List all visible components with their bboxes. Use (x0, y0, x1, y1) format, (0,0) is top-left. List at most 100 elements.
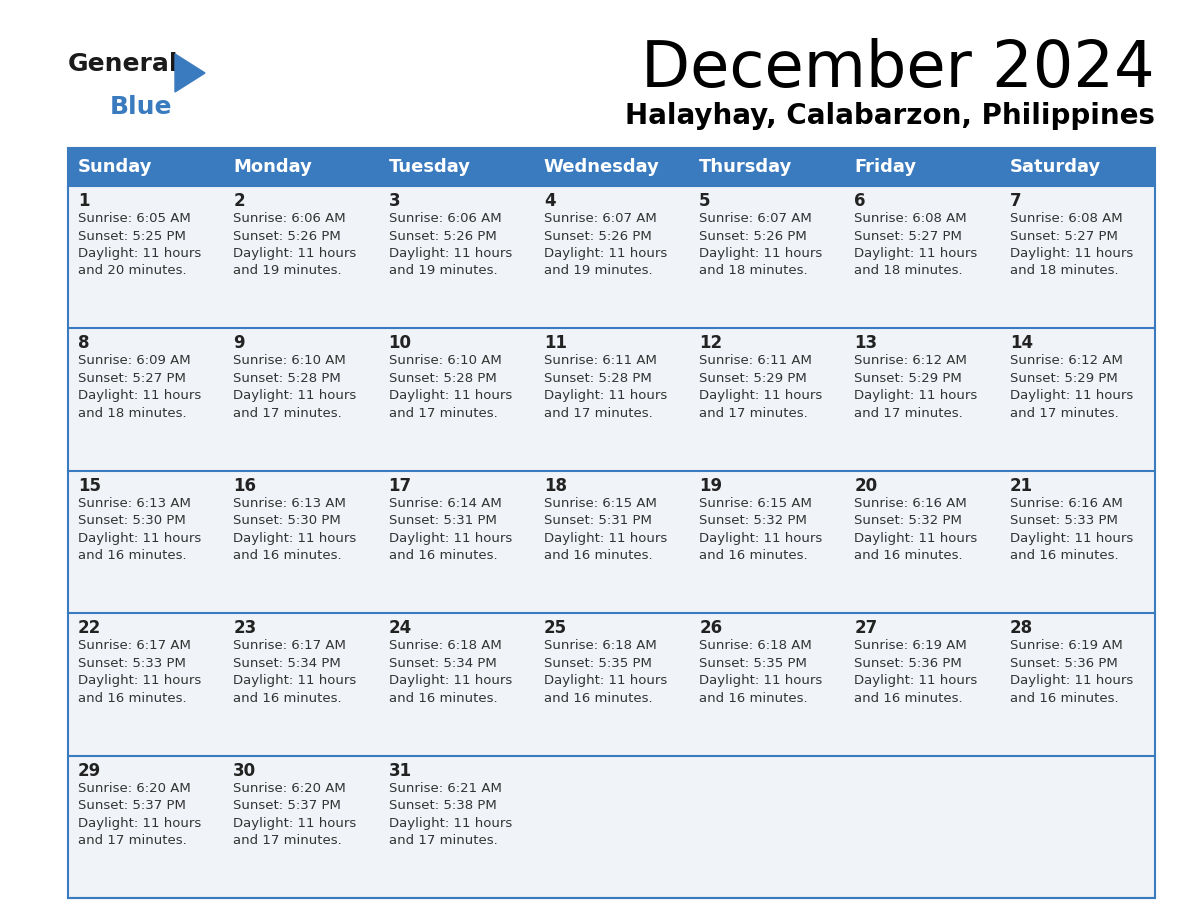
Text: Sunrise: 6:15 AM: Sunrise: 6:15 AM (544, 497, 657, 509)
Text: Sunrise: 6:11 AM: Sunrise: 6:11 AM (544, 354, 657, 367)
Polygon shape (175, 54, 206, 92)
Text: Sunrise: 6:09 AM: Sunrise: 6:09 AM (78, 354, 190, 367)
Bar (845, 756, 1000, 898)
Text: 3: 3 (388, 192, 400, 210)
Text: Daylight: 11 hours: Daylight: 11 hours (388, 532, 512, 544)
Text: and 17 minutes.: and 17 minutes. (78, 834, 187, 847)
Text: and 16 minutes.: and 16 minutes. (544, 691, 652, 705)
Text: Daylight: 11 hours: Daylight: 11 hours (388, 247, 512, 260)
Text: Sunset: 5:35 PM: Sunset: 5:35 PM (544, 656, 652, 670)
Text: Sunset: 5:27 PM: Sunset: 5:27 PM (78, 372, 185, 385)
Text: Sunrise: 6:10 AM: Sunrise: 6:10 AM (233, 354, 346, 367)
Text: and 16 minutes.: and 16 minutes. (233, 549, 342, 563)
Text: 25: 25 (544, 620, 567, 637)
Text: Sunrise: 6:13 AM: Sunrise: 6:13 AM (233, 497, 346, 509)
Text: 13: 13 (854, 334, 878, 353)
Bar (68, 756, 223, 898)
Text: 26: 26 (700, 620, 722, 637)
Bar (223, 756, 379, 898)
Bar (689, 148, 845, 186)
Bar (533, 186, 689, 329)
Bar (845, 148, 1000, 186)
Text: Sunrise: 6:08 AM: Sunrise: 6:08 AM (1010, 212, 1123, 225)
Bar (533, 329, 689, 471)
Bar (68, 329, 223, 471)
Bar (533, 613, 689, 756)
Text: Sunrise: 6:05 AM: Sunrise: 6:05 AM (78, 212, 191, 225)
Text: Daylight: 11 hours: Daylight: 11 hours (78, 532, 201, 544)
Text: Sunrise: 6:07 AM: Sunrise: 6:07 AM (544, 212, 657, 225)
Bar (379, 613, 533, 756)
Text: 5: 5 (700, 192, 710, 210)
Text: and 18 minutes.: and 18 minutes. (700, 264, 808, 277)
Text: Sunset: 5:29 PM: Sunset: 5:29 PM (854, 372, 962, 385)
Text: 23: 23 (233, 620, 257, 637)
Text: and 18 minutes.: and 18 minutes. (1010, 264, 1118, 277)
Text: Daylight: 11 hours: Daylight: 11 hours (233, 674, 356, 688)
Text: Daylight: 11 hours: Daylight: 11 hours (388, 817, 512, 830)
Text: Daylight: 11 hours: Daylight: 11 hours (854, 389, 978, 402)
Bar (1000, 186, 1155, 329)
Text: Sunset: 5:38 PM: Sunset: 5:38 PM (388, 799, 497, 812)
Text: 28: 28 (1010, 620, 1032, 637)
Text: Daylight: 11 hours: Daylight: 11 hours (78, 247, 201, 260)
Text: 22: 22 (78, 620, 101, 637)
Text: and 17 minutes.: and 17 minutes. (544, 407, 652, 420)
Text: 11: 11 (544, 334, 567, 353)
Text: 24: 24 (388, 620, 412, 637)
Text: Sunrise: 6:12 AM: Sunrise: 6:12 AM (854, 354, 967, 367)
Text: Daylight: 11 hours: Daylight: 11 hours (854, 247, 978, 260)
Text: and 16 minutes.: and 16 minutes. (1010, 549, 1118, 563)
Text: Daylight: 11 hours: Daylight: 11 hours (700, 247, 822, 260)
Text: 9: 9 (233, 334, 245, 353)
Text: Sunset: 5:36 PM: Sunset: 5:36 PM (854, 656, 962, 670)
Bar (223, 471, 379, 613)
Text: Daylight: 11 hours: Daylight: 11 hours (700, 674, 822, 688)
Text: Daylight: 11 hours: Daylight: 11 hours (544, 674, 668, 688)
Text: 19: 19 (700, 476, 722, 495)
Bar (533, 756, 689, 898)
Text: Sunrise: 6:16 AM: Sunrise: 6:16 AM (1010, 497, 1123, 509)
Text: and 17 minutes.: and 17 minutes. (1010, 407, 1118, 420)
Text: Sunset: 5:31 PM: Sunset: 5:31 PM (544, 514, 652, 527)
Text: Sunset: 5:34 PM: Sunset: 5:34 PM (388, 656, 497, 670)
Text: Sunset: 5:37 PM: Sunset: 5:37 PM (233, 799, 341, 812)
Text: and 16 minutes.: and 16 minutes. (854, 691, 963, 705)
Text: and 16 minutes.: and 16 minutes. (854, 549, 963, 563)
Bar (68, 148, 223, 186)
Text: Sunset: 5:27 PM: Sunset: 5:27 PM (854, 230, 962, 242)
Text: 6: 6 (854, 192, 866, 210)
Text: 31: 31 (388, 762, 412, 779)
Text: Sunset: 5:26 PM: Sunset: 5:26 PM (388, 230, 497, 242)
Bar (845, 329, 1000, 471)
Text: Sunset: 5:28 PM: Sunset: 5:28 PM (233, 372, 341, 385)
Text: Sunrise: 6:15 AM: Sunrise: 6:15 AM (700, 497, 813, 509)
Text: Sunset: 5:29 PM: Sunset: 5:29 PM (1010, 372, 1118, 385)
Bar (689, 186, 845, 329)
Bar (1000, 613, 1155, 756)
Text: Sunrise: 6:17 AM: Sunrise: 6:17 AM (78, 639, 191, 652)
Text: and 17 minutes.: and 17 minutes. (388, 407, 498, 420)
Text: 4: 4 (544, 192, 556, 210)
Bar (223, 613, 379, 756)
Text: Sunrise: 6:20 AM: Sunrise: 6:20 AM (233, 781, 346, 795)
Text: Sunrise: 6:13 AM: Sunrise: 6:13 AM (78, 497, 191, 509)
Text: Daylight: 11 hours: Daylight: 11 hours (700, 532, 822, 544)
Text: and 18 minutes.: and 18 minutes. (78, 407, 187, 420)
Text: Wednesday: Wednesday (544, 158, 659, 176)
Text: 12: 12 (700, 334, 722, 353)
Text: Daylight: 11 hours: Daylight: 11 hours (233, 247, 356, 260)
Text: and 17 minutes.: and 17 minutes. (233, 834, 342, 847)
Bar (845, 613, 1000, 756)
Text: 27: 27 (854, 620, 878, 637)
Text: Daylight: 11 hours: Daylight: 11 hours (1010, 389, 1133, 402)
Text: Sunrise: 6:18 AM: Sunrise: 6:18 AM (544, 639, 657, 652)
Text: and 19 minutes.: and 19 minutes. (233, 264, 342, 277)
Text: Daylight: 11 hours: Daylight: 11 hours (1010, 247, 1133, 260)
Bar (689, 756, 845, 898)
Text: Daylight: 11 hours: Daylight: 11 hours (854, 674, 978, 688)
Bar (223, 186, 379, 329)
Text: Sunset: 5:28 PM: Sunset: 5:28 PM (544, 372, 651, 385)
Text: Daylight: 11 hours: Daylight: 11 hours (78, 817, 201, 830)
Text: 1: 1 (78, 192, 89, 210)
